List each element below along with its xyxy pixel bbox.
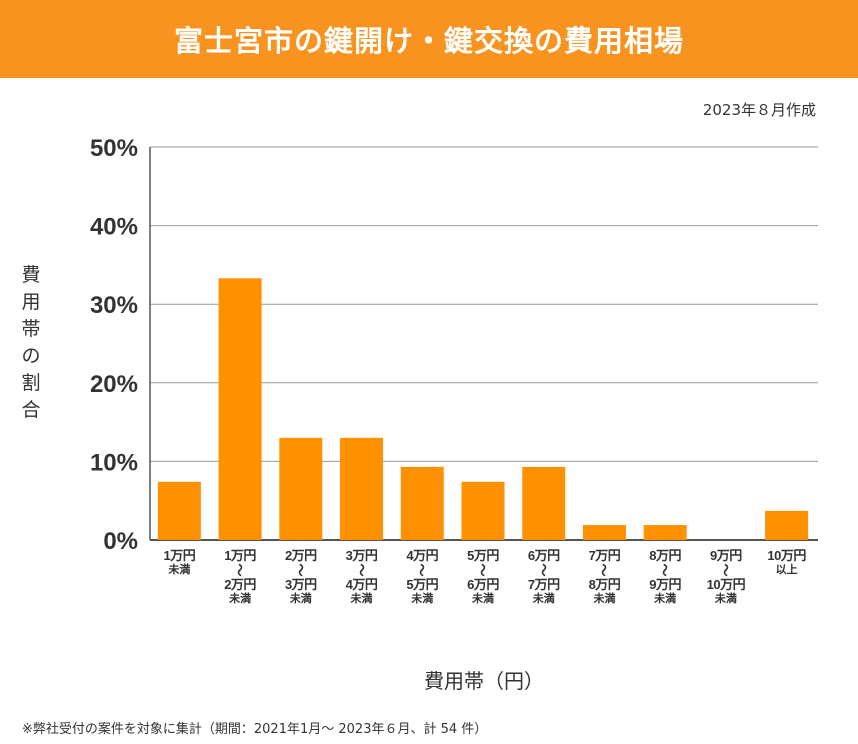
y-axis-label: 費用帯の割合 <box>21 264 41 421</box>
y-tick-label: 10% <box>90 449 138 476</box>
x-tick-label-line: 未満 <box>289 593 312 605</box>
x-tick-label-line: 以上 <box>775 564 798 576</box>
x-tick-label-line: 未満 <box>229 593 252 605</box>
x-tick-label-line: 10万円 <box>767 548 806 563</box>
x-tick-label: 4万円〜 5万円 未満 <box>390 548 454 607</box>
x-tick-label-line: 2万円 <box>284 548 317 563</box>
x-tick-label-line: 6万円 <box>467 577 499 592</box>
x-tick-label: 7万円〜 8万円 未満 <box>572 548 636 607</box>
bar <box>461 481 505 540</box>
x-tick-label: 9万円〜 10万円 未満 <box>694 548 758 607</box>
y-tick-label: 40% <box>90 214 138 241</box>
x-tick-label-line: 5万円 <box>467 548 499 563</box>
x-tick-label: 8万円〜 9万円 未満 <box>633 548 697 607</box>
x-tick-label-line: 9万円 <box>649 577 682 592</box>
y-tick-label: 50% <box>90 135 138 162</box>
x-tick-label-line: 9万円 <box>710 548 742 563</box>
x-tick-label-line: 未満 <box>350 593 373 605</box>
x-tick-label-line: 3万円 <box>345 548 378 563</box>
x-tick-label-line: 7万円 <box>588 548 621 563</box>
x-axis-label: 費用帯（円） <box>424 669 544 693</box>
x-tick-label-line: 〜 <box>353 563 369 577</box>
x-tick-label-line: 未満 <box>654 593 677 605</box>
x-tick-label: 10万円 以上 <box>755 548 819 578</box>
x-tick-label-line: 4万円 <box>406 548 439 563</box>
x-tick-label: 5万円〜 6万円 未満 <box>451 548 515 607</box>
x-tick-label-line: 未満 <box>593 593 616 605</box>
x-tick-label-line: 7万円 <box>527 577 560 592</box>
x-tick-label-line: 未満 <box>532 593 555 605</box>
x-tick-label: 2万円〜 3万円 未満 <box>269 548 333 607</box>
x-tick-label-line: 5万円 <box>406 577 439 592</box>
x-tick-label-line: 〜 <box>657 563 673 577</box>
bar <box>582 525 626 540</box>
date-note: 2023年８月作成 <box>702 101 816 119</box>
x-tick-label-line: 〜 <box>535 563 551 577</box>
bar <box>279 437 323 540</box>
bar <box>340 437 384 540</box>
x-tick-label-line: 〜 <box>475 563 490 577</box>
y-tick-label: 20% <box>90 371 138 398</box>
x-tick-label-line: 4万円 <box>345 577 378 592</box>
x-tick-label: 1万円 未満 <box>147 548 211 578</box>
x-tick-label: 3万円〜 4万円 未満 <box>330 548 394 607</box>
y-tick-label: 0% <box>103 528 138 555</box>
chart-title-banner: 富士宮市の鍵開け・鍵交換の費用相場 <box>0 0 858 78</box>
bar <box>157 481 201 540</box>
x-tick-label-line: 6万円 <box>527 548 560 563</box>
x-tick-label-line: 8万円 <box>649 548 682 563</box>
x-tick-label-line: 未満 <box>411 593 434 605</box>
bar <box>765 510 809 540</box>
x-tick-label-line: 〜 <box>414 563 430 577</box>
y-tick-label: 30% <box>90 292 138 319</box>
x-tick-label: 1万円〜 2万円 未満 <box>208 548 272 607</box>
bar <box>218 278 262 540</box>
bar <box>522 466 566 540</box>
bar <box>643 525 687 540</box>
x-tick-label-line: 〜 <box>292 563 308 577</box>
x-tick-label: 6万円〜 7万円 未満 <box>512 548 576 607</box>
x-tick-label-line: 2万円 <box>224 577 256 592</box>
x-tick-label-line: 8万円 <box>588 577 621 592</box>
x-tick-label-line: 〜 <box>717 563 733 577</box>
footnote: ※弊社受付の案件を対象に集計（期間：2021年1月～ 2023年６月、計 54 … <box>22 722 488 737</box>
x-tick-label-line: 1万円 <box>224 548 256 563</box>
x-tick-label-line: 10万円 <box>706 577 746 592</box>
x-tick-label-line: 3万円 <box>284 577 317 592</box>
bar <box>400 466 444 540</box>
x-tick-label-line: 〜 <box>596 563 612 577</box>
x-tick-label-line: 〜 <box>232 563 248 577</box>
x-tick-label-line: 未満 <box>168 564 191 576</box>
x-tick-label-line: 1万円 <box>163 548 196 563</box>
x-tick-label-line: 未満 <box>472 593 494 605</box>
x-tick-label-line: 未満 <box>714 593 737 605</box>
